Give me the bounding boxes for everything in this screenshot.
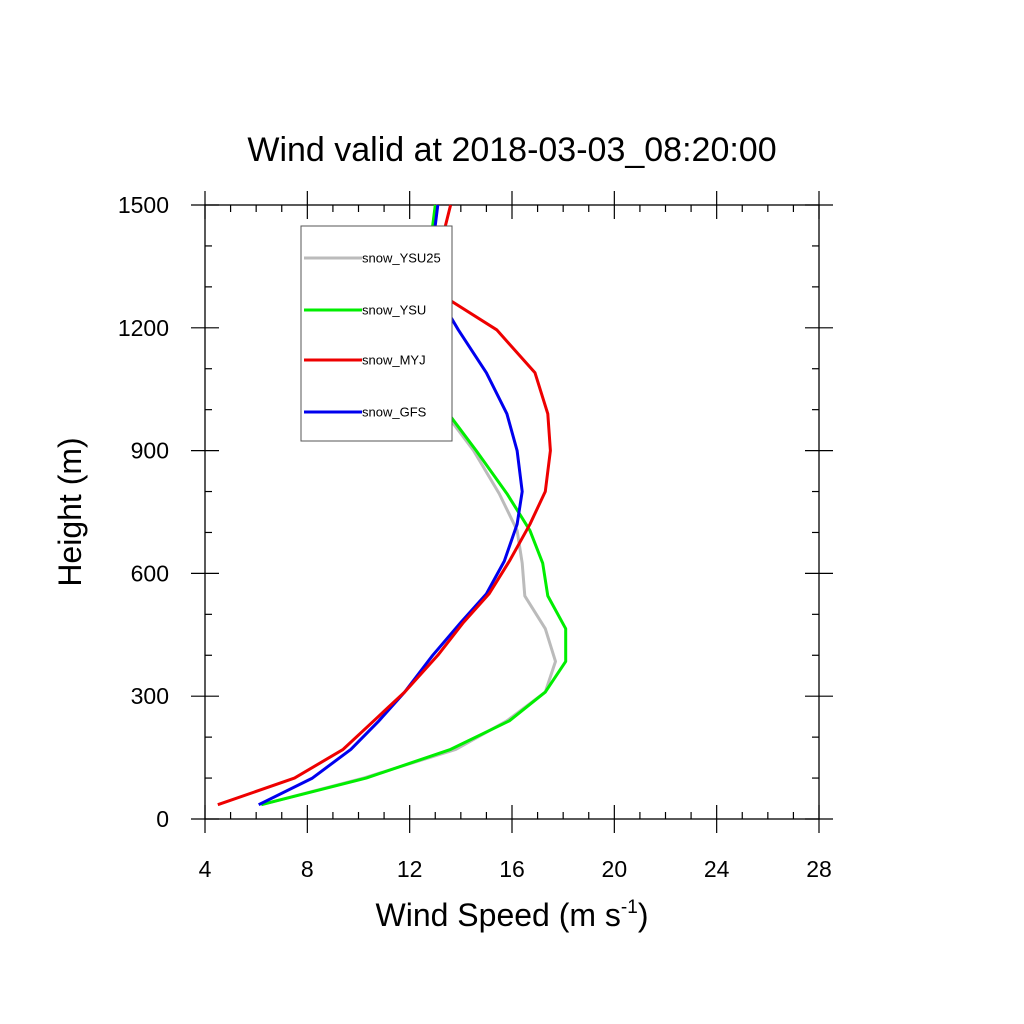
legend: snow_YSU25 snow_YSU snow_MYJ snow_GFS: [300, 225, 453, 442]
x-axis-title-superscript: -1: [621, 897, 638, 918]
x-tick-label: 20: [602, 856, 628, 882]
legend-box: [300, 225, 453, 442]
y-tick-labels: 0 300 600 900 1200 1500: [118, 192, 169, 832]
x-tick-label: 12: [397, 856, 423, 882]
y-tick-label: 1200: [118, 315, 169, 341]
legend-label-snow-ysu25: snow_YSU25: [362, 251, 441, 266]
y-tick-label: 0: [156, 806, 169, 832]
y-tick-label: 600: [131, 560, 169, 586]
legend-label-snow-ysu: snow_YSU: [362, 303, 426, 318]
y-tick-label: 300: [131, 683, 169, 709]
x-axis-title: Wind Speed (m s-1): [376, 897, 649, 933]
series-line-snow-myj: [217, 204, 552, 807]
x-tick-label: 8: [301, 856, 314, 882]
axis-ticks: [191, 191, 833, 833]
chart-title: Wind valid at 2018-03-03_08:20:00: [247, 131, 776, 169]
legend-label-snow-myj: snow_MYJ: [362, 353, 426, 368]
x-tick-label: 4: [199, 856, 212, 882]
x-tick-label: 24: [704, 856, 730, 882]
x-tick-labels: 4 8 12 16 20 24 28: [199, 856, 832, 882]
series-line-snow-gfs: [258, 204, 524, 807]
x-tick-label: 16: [499, 856, 525, 882]
y-axis-title: Height (m): [52, 437, 88, 586]
legend-label-snow-gfs: snow_GFS: [362, 405, 427, 420]
y-tick-label: 1500: [118, 192, 169, 218]
plot-area: [204, 204, 820, 820]
y-tick-label: 900: [131, 438, 169, 464]
x-tick-label: 28: [806, 856, 832, 882]
